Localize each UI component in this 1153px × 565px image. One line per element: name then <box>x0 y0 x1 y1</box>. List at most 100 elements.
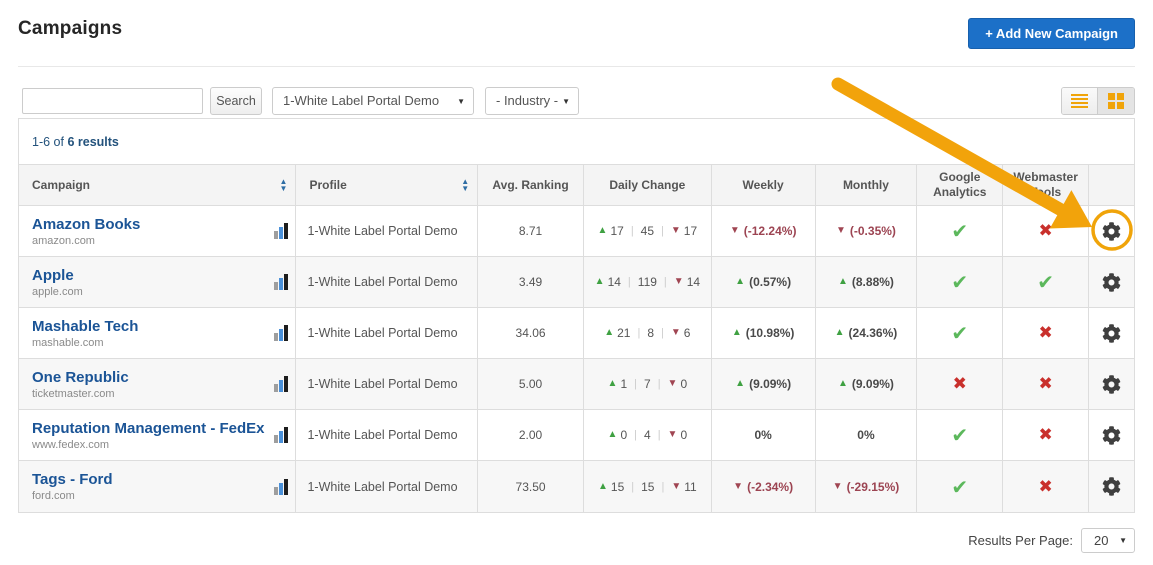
check-icon: ✔ <box>951 270 969 294</box>
settings-gear-button[interactable] <box>1089 308 1134 358</box>
bar-chart-icon[interactable] <box>274 274 289 290</box>
cross-icon: ✖ <box>1038 221 1053 241</box>
google-analytics-status: ✔ <box>917 257 1004 307</box>
page-title: Campaigns <box>18 18 123 39</box>
campaign-link[interactable]: Reputation Management - FedEx <box>32 419 265 437</box>
gear-icon <box>1102 272 1121 292</box>
daily-change-cell: ▲ 15 | 15 | ▼ 11 <box>584 461 712 512</box>
campaign-domain: ford.com <box>32 490 75 502</box>
monthly-cell: ▲ (8.88%) <box>816 257 918 307</box>
webmaster-tools-status: ✖ <box>1003 308 1090 358</box>
percent-value: 0% <box>857 428 875 442</box>
weekly-cell: ▲ (9.09%) <box>712 359 816 409</box>
pagination-footer: Results Per Page: 20 ▼ <box>968 528 1135 553</box>
gear-icon <box>1102 477 1121 496</box>
check-icon: ✔ <box>951 423 969 447</box>
column-header-campaign[interactable]: Campaign ▲ ▼ <box>19 165 297 205</box>
profile-filter-dropdown[interactable]: 1-White Label Portal Demo ▼ <box>272 87 474 115</box>
view-toggle <box>1061 87 1135 115</box>
column-header-actions <box>1089 165 1134 205</box>
bar-chart-icon[interactable] <box>274 223 289 239</box>
industry-filter-value: - Industry - <box>496 93 559 108</box>
up-triangle-icon: ▲ <box>594 276 605 287</box>
bar-chart-icon[interactable] <box>274 376 289 392</box>
percent-value: 0% <box>754 428 772 442</box>
campaign-link[interactable]: Amazon Books <box>32 215 141 233</box>
monthly-cell: ▼ (-0.35%) <box>816 206 918 256</box>
gear-icon <box>1102 221 1121 241</box>
grid-view-button[interactable] <box>1098 88 1134 114</box>
profile-cell: 1-White Label Portal Demo <box>296 359 479 409</box>
profile-cell: 1-White Label Portal Demo <box>296 257 479 307</box>
avg-ranking-value: 5.00 <box>478 359 584 409</box>
webmaster-tools-status: ✔ <box>1003 257 1090 307</box>
percent-value: (-0.35%) <box>849 224 896 238</box>
campaign-link[interactable]: Apple <box>32 266 74 284</box>
google-analytics-status: ✖ <box>917 359 1004 409</box>
percent-value: (9.09%) <box>851 377 894 391</box>
monthly-cell: ▲ (24.36%) <box>816 308 918 358</box>
check-icon: ✔ <box>951 321 969 345</box>
down-triangle-icon: ▼ <box>733 480 744 492</box>
settings-gear-button[interactable] <box>1089 257 1134 307</box>
grid-view-icon <box>1108 93 1124 109</box>
campaign-link[interactable]: Tags - Ford <box>32 471 113 488</box>
bar-chart-icon[interactable] <box>274 427 289 443</box>
down-triangle-icon: ▼ <box>832 480 843 492</box>
campaign-link[interactable]: One Republic <box>32 368 129 386</box>
settings-gear-button[interactable] <box>1089 461 1134 512</box>
profile-cell: 1-White Label Portal Demo <box>296 206 479 256</box>
up-triangle-icon: ▲ <box>607 378 618 389</box>
weekly-cell: 0% <box>712 410 816 460</box>
down-triangle-icon: ▼ <box>729 225 740 236</box>
column-header-google-analytics: Google Analytics <box>917 165 1004 205</box>
column-header-profile[interactable]: Profile ▲ ▼ <box>296 165 479 205</box>
sort-arrows-icon[interactable]: ▲ ▼ <box>461 177 470 193</box>
industry-filter-dropdown[interactable]: - Industry - ▼ <box>485 87 579 115</box>
cross-icon: ✖ <box>1038 374 1053 394</box>
profile-cell: 1-White Label Portal Demo <box>296 308 479 358</box>
results-per-page-dropdown[interactable]: 20 ▼ <box>1081 528 1135 553</box>
google-analytics-status: ✔ <box>917 410 1004 460</box>
google-analytics-status: ✔ <box>917 308 1004 358</box>
settings-gear-button[interactable] <box>1089 359 1134 409</box>
table-body: Amazon Books amazon.com 1-White Label Po… <box>19 206 1134 512</box>
up-triangle-icon: ▲ <box>735 276 746 287</box>
percent-value: (-29.15%) <box>846 479 900 494</box>
gear-icon <box>1102 425 1121 445</box>
column-header-weekly: Weekly <box>712 165 816 205</box>
percent-value: (-2.34%) <box>747 479 794 494</box>
google-analytics-status: ✔ <box>917 461 1004 512</box>
sort-arrows-icon[interactable]: ▲ ▼ <box>279 177 288 193</box>
table-row: Reputation Management - FedEx www.fedex.… <box>19 410 1134 461</box>
search-input[interactable] <box>22 88 203 114</box>
webmaster-tools-status: ✖ <box>1003 410 1090 460</box>
list-view-button[interactable] <box>1062 88 1098 114</box>
table-row: Amazon Books amazon.com 1-White Label Po… <box>19 206 1134 257</box>
cross-icon: ✖ <box>952 374 967 394</box>
campaign-link[interactable]: Mashable Tech <box>32 317 139 335</box>
chevron-down-icon: ▼ <box>562 97 570 106</box>
column-header-monthly: Monthly <box>816 165 918 205</box>
percent-value: (-12.24%) <box>743 224 797 238</box>
bar-chart-icon[interactable] <box>274 325 289 341</box>
cross-icon: ✖ <box>1038 323 1053 343</box>
settings-gear-button[interactable] <box>1089 410 1134 460</box>
gear-icon <box>1102 374 1121 394</box>
column-header-avg-ranking: Avg. Ranking <box>478 165 584 205</box>
search-button[interactable]: Search <box>210 87 262 115</box>
check-icon: ✔ <box>951 219 969 243</box>
cross-icon: ✖ <box>1038 425 1053 445</box>
percent-value: (24.36%) <box>848 326 898 340</box>
add-new-campaign-button[interactable]: + Add New Campaign <box>968 18 1135 49</box>
up-triangle-icon: ▲ <box>597 480 608 492</box>
down-triangle-icon: ▼ <box>671 480 682 492</box>
campaign-domain: mashable.com <box>32 336 104 349</box>
campaign-domain: ticketmaster.com <box>32 387 115 400</box>
down-triangle-icon: ▼ <box>670 327 681 338</box>
settings-gear-button[interactable] <box>1089 206 1134 256</box>
up-triangle-icon: ▲ <box>735 378 746 389</box>
weekly-cell: ▼ (-2.34%) <box>712 461 816 512</box>
bar-chart-icon[interactable] <box>274 478 289 495</box>
chevron-down-icon: ▼ <box>1119 536 1127 545</box>
